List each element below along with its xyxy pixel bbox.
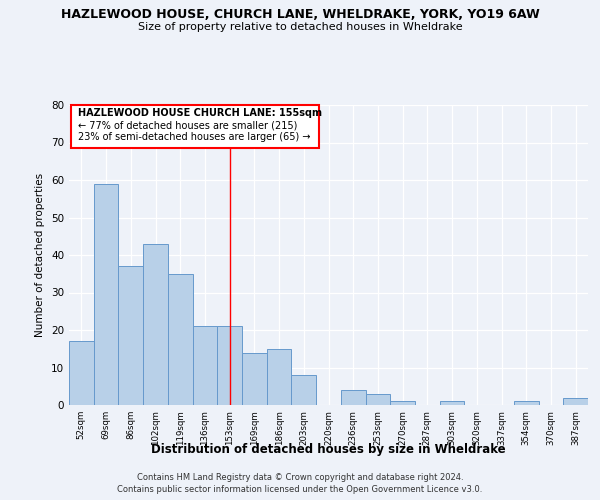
- Bar: [440, 401, 464, 405]
- Bar: [217, 326, 242, 405]
- Text: 23% of semi-detached houses are larger (65) →: 23% of semi-detached houses are larger (…: [77, 132, 310, 142]
- Bar: [69, 341, 94, 405]
- Bar: [143, 244, 168, 405]
- Bar: [390, 401, 415, 405]
- Text: Distribution of detached houses by size in Wheldrake: Distribution of detached houses by size …: [151, 442, 506, 456]
- Bar: [118, 266, 143, 405]
- Text: ← 77% of detached houses are smaller (215): ← 77% of detached houses are smaller (21…: [77, 120, 297, 130]
- Bar: [292, 375, 316, 405]
- Text: Contains public sector information licensed under the Open Government Licence v3: Contains public sector information licen…: [118, 485, 482, 494]
- Bar: [242, 352, 267, 405]
- Text: HAZLEWOOD HOUSE, CHURCH LANE, WHELDRAKE, YORK, YO19 6AW: HAZLEWOOD HOUSE, CHURCH LANE, WHELDRAKE,…: [61, 8, 539, 20]
- Bar: [267, 349, 292, 405]
- Bar: [563, 398, 588, 405]
- Text: HAZLEWOOD HOUSE CHURCH LANE: 155sqm: HAZLEWOOD HOUSE CHURCH LANE: 155sqm: [77, 108, 322, 118]
- FancyBboxPatch shape: [71, 105, 319, 148]
- Y-axis label: Number of detached properties: Number of detached properties: [35, 173, 46, 337]
- Bar: [365, 394, 390, 405]
- Text: Contains HM Land Registry data © Crown copyright and database right 2024.: Contains HM Land Registry data © Crown c…: [137, 472, 463, 482]
- Bar: [168, 274, 193, 405]
- Bar: [94, 184, 118, 405]
- Bar: [341, 390, 365, 405]
- Bar: [193, 326, 217, 405]
- Bar: [514, 401, 539, 405]
- Text: Size of property relative to detached houses in Wheldrake: Size of property relative to detached ho…: [137, 22, 463, 32]
